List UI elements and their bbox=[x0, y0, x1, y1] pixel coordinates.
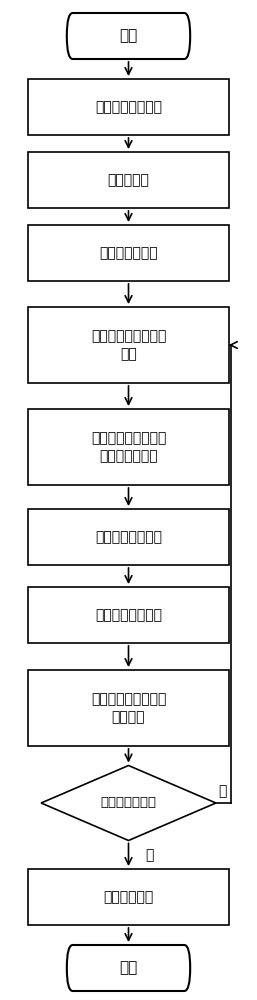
FancyBboxPatch shape bbox=[28, 307, 229, 383]
Text: 否: 否 bbox=[218, 784, 227, 798]
Text: 设置初始值: 设置初始值 bbox=[108, 173, 149, 187]
Text: 计算线路序阻抗: 计算线路序阻抗 bbox=[99, 246, 158, 260]
Text: 开始: 开始 bbox=[119, 28, 138, 43]
FancyBboxPatch shape bbox=[28, 587, 229, 643]
Text: 前推求支路序电流: 前推求支路序电流 bbox=[95, 530, 162, 544]
Text: 结束: 结束 bbox=[119, 960, 138, 976]
Text: 输出潮流结果: 输出潮流结果 bbox=[103, 890, 154, 904]
FancyBboxPatch shape bbox=[67, 945, 190, 991]
FancyBboxPatch shape bbox=[28, 869, 229, 925]
Polygon shape bbox=[41, 766, 216, 840]
FancyBboxPatch shape bbox=[28, 509, 229, 565]
Text: 将末梢节点注入相电
流转换成序电流: 将末梢节点注入相电 流转换成序电流 bbox=[91, 431, 166, 463]
FancyBboxPatch shape bbox=[28, 670, 229, 746]
Text: 是: 是 bbox=[145, 848, 153, 862]
FancyBboxPatch shape bbox=[28, 152, 229, 208]
Text: 满足收敛条件？: 满足收敛条件？ bbox=[100, 796, 157, 810]
Text: 读取潮流计算数据: 读取潮流计算数据 bbox=[95, 100, 162, 114]
Text: 序坐标数据转换成相
坐标数据: 序坐标数据转换成相 坐标数据 bbox=[91, 692, 166, 724]
FancyBboxPatch shape bbox=[28, 225, 229, 281]
FancyBboxPatch shape bbox=[28, 409, 229, 485]
Text: 后代求节点序电压: 后代求节点序电压 bbox=[95, 608, 162, 622]
FancyBboxPatch shape bbox=[67, 13, 190, 59]
Text: 计算末梢节点注入相
电流: 计算末梢节点注入相 电流 bbox=[91, 329, 166, 361]
FancyBboxPatch shape bbox=[28, 79, 229, 135]
